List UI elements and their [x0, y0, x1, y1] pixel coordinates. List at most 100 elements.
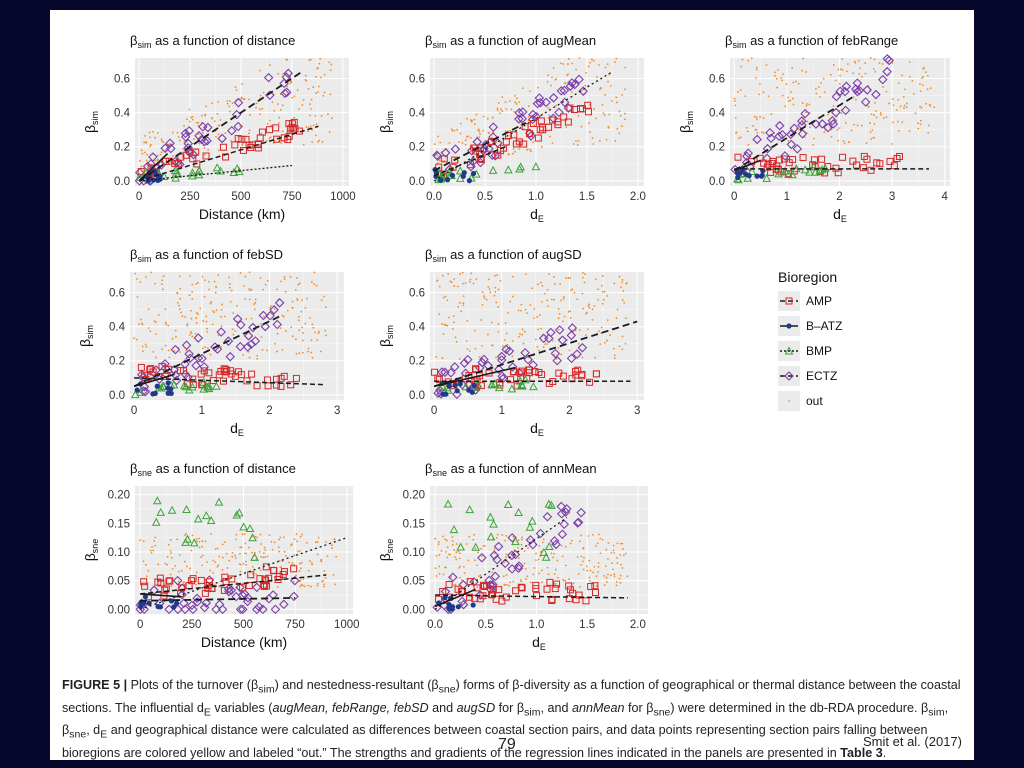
point-ectz [246, 339, 257, 349]
point-ectz [172, 575, 183, 586]
point-out [836, 128, 839, 131]
point-out [482, 115, 485, 118]
point-out [597, 565, 600, 568]
point-out [616, 101, 618, 104]
point-amp [137, 168, 145, 176]
point-out [912, 93, 915, 95]
point-amp [466, 161, 474, 169]
point-out [323, 583, 326, 586]
point-out [445, 566, 447, 569]
point-out [164, 321, 167, 324]
point-out [468, 280, 471, 283]
point-amp [477, 382, 485, 390]
point-bmp [235, 167, 244, 176]
point-out [169, 573, 172, 576]
point-out [518, 101, 520, 103]
point-out [218, 124, 221, 127]
point-out [251, 551, 253, 554]
point-out [864, 62, 867, 64]
point-out [533, 567, 536, 569]
point-out [511, 355, 514, 358]
point-bmp [234, 508, 244, 517]
point-ectz [233, 97, 244, 108]
point-out [181, 315, 184, 318]
point-ectz [567, 78, 577, 88]
point-ectz [544, 333, 554, 344]
point-out [315, 92, 317, 95]
point-out [154, 321, 157, 324]
point-out [459, 132, 462, 135]
point-out [445, 551, 447, 553]
point-out [869, 122, 871, 124]
point-out [601, 302, 604, 305]
point-out [219, 119, 222, 121]
point-out [312, 124, 315, 127]
point-bmp [443, 385, 453, 394]
point-out [213, 280, 216, 283]
point-out [335, 555, 338, 558]
point-out [162, 141, 165, 144]
y-axis-label: βsim [82, 111, 100, 133]
point-out [622, 554, 625, 557]
point-ectz [496, 351, 507, 362]
point-out [451, 543, 454, 546]
point-out [217, 101, 220, 103]
point-amp [245, 582, 253, 590]
point-out [152, 549, 155, 552]
point-out [253, 308, 256, 311]
point-out [283, 550, 286, 553]
point-ectz [497, 371, 507, 382]
point-ectz [459, 358, 470, 368]
x-tick-label: 1.0 [528, 619, 544, 631]
point-out [262, 91, 265, 94]
point-b-atz [454, 388, 460, 394]
point-out [564, 564, 567, 567]
point-out [839, 74, 841, 77]
point-b-atz [443, 391, 449, 397]
point-out [304, 322, 307, 325]
point-amp [537, 117, 545, 125]
point-amp [502, 593, 510, 601]
point-out [152, 130, 154, 133]
point-out [143, 151, 146, 154]
point-amp [495, 586, 503, 594]
point-amp [451, 156, 459, 164]
point-out [188, 334, 191, 336]
point-out [814, 87, 817, 90]
point-out [291, 96, 294, 99]
slide: 0 250 500 750 1000 0.0 0.2 0.4 0.6 βsim as a func… [50, 10, 974, 760]
legend-marker-ectz [784, 371, 794, 381]
point-out [224, 132, 227, 135]
point-out [197, 313, 199, 316]
point-out [557, 346, 560, 349]
point-out [446, 546, 449, 549]
point-amp [245, 141, 253, 149]
x-tick-label: 0 [431, 405, 437, 417]
point-out [461, 271, 464, 274]
point-ectz [270, 604, 281, 615]
point-b-atz [442, 595, 448, 601]
point-amp [227, 370, 235, 378]
point-out [178, 554, 181, 556]
point-out [605, 548, 608, 551]
point-out [832, 64, 835, 66]
point-ectz [514, 561, 524, 571]
point-amp [512, 587, 520, 595]
point-out [304, 74, 307, 77]
point-out [459, 552, 461, 555]
point-out [323, 295, 325, 298]
point-out [567, 73, 570, 76]
point-out [293, 116, 295, 119]
point-out [284, 290, 287, 293]
point-out [583, 556, 585, 559]
regression-line-b-atz [434, 588, 476, 608]
point-out [533, 124, 536, 127]
point-out [301, 351, 304, 354]
point-out [190, 317, 193, 320]
point-out [496, 274, 499, 277]
point-out [595, 575, 598, 578]
point-out [926, 88, 929, 91]
point-out [552, 67, 555, 70]
point-out [462, 304, 465, 307]
point-out [455, 551, 458, 554]
